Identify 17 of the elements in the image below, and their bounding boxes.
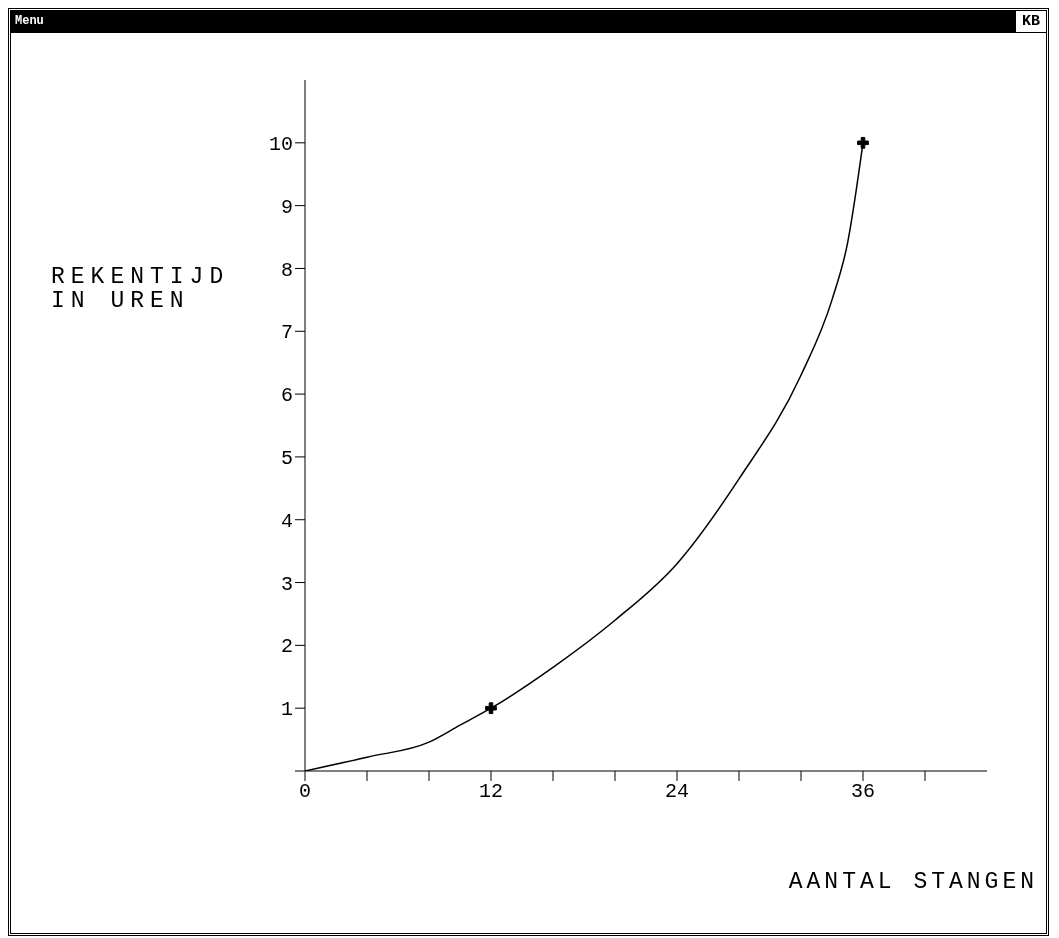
y-tick-label: 5 [280,447,293,471]
y-tick-label: 7 [280,321,293,345]
y-tick-label: 10 [268,132,293,156]
y-tick-label: 3 [280,572,293,596]
title-bar: Menu KB [11,11,1046,33]
y-axis-title: REKENTIJD IN UREN [51,264,230,314]
y-tick-label: 2 [280,635,293,659]
y-tick-label: 1 [280,698,293,722]
x-tick-label: 12 [478,780,504,804]
y-tick-label: 8 [280,258,293,282]
y-tick-label: 6 [280,384,293,408]
x-tick-label: 0 [298,780,312,804]
x-tick-label: 24 [664,780,690,804]
x-tick-label: 36 [850,780,876,804]
y-tick-label: 4 [280,509,293,533]
x-axis-title: AANTAL STANGEN [788,869,1038,895]
y-tick-label: 9 [280,195,293,219]
